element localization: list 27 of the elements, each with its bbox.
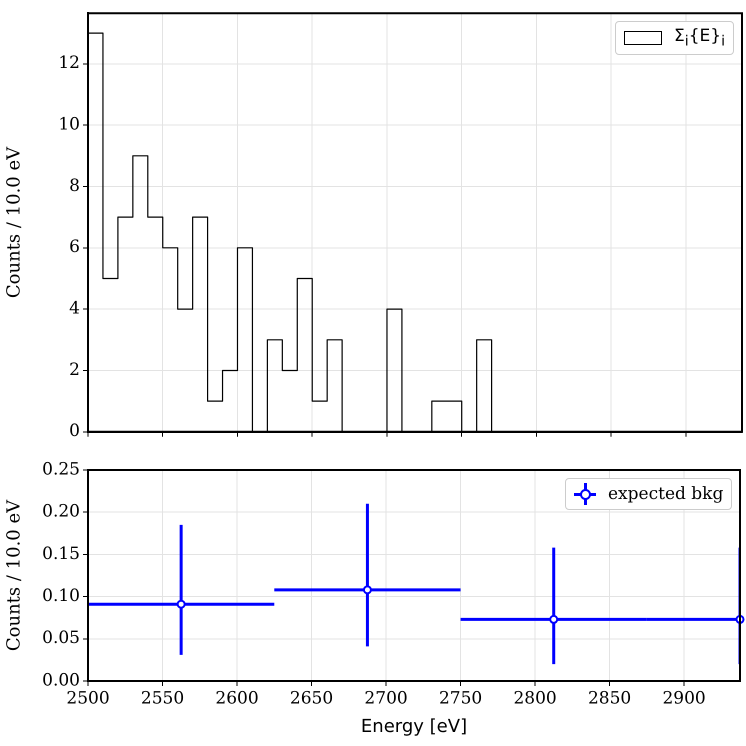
x-tick-label: 2550 <box>140 688 184 709</box>
legend-label: Σ$_{i}${E}$_{i}$ <box>674 26 725 50</box>
x-tick-label: 2850 <box>588 688 632 709</box>
y-tick-label: 0.20 <box>42 502 80 522</box>
x-axis-title: Energy [eV] <box>360 716 468 737</box>
y-tick-label: 10 <box>58 114 80 135</box>
y-axis-title: Counts / 10.0 eV <box>3 498 24 652</box>
y-tick-label: 4 <box>69 298 80 319</box>
y-tick-label: 0.05 <box>42 628 80 648</box>
x-tick-label: 2800 <box>513 688 557 709</box>
y-tick-label: 0.15 <box>42 544 80 564</box>
y-axis-title: Counts / 10.0 eV <box>3 146 24 298</box>
y-tick-label: 12 <box>58 53 80 74</box>
y-tick-label: 0 <box>69 421 80 442</box>
x-tick-label: 2900 <box>662 688 706 709</box>
y-tick-label: 2 <box>69 360 80 380</box>
x-tick-label: 2700 <box>364 688 408 709</box>
x-tick-label: 2500 <box>66 688 110 709</box>
y-tick-label: 0.25 <box>42 459 80 480</box>
x-tick-label: 2650 <box>290 688 334 709</box>
x-tick-label: 2600 <box>215 688 259 709</box>
y-tick-label: 8 <box>69 176 80 196</box>
y-tick-label: 0.10 <box>42 586 80 606</box>
y-tick-label: 6 <box>69 237 80 258</box>
legend-label: expected bkg <box>608 484 724 504</box>
y-tick-label: 0.00 <box>42 670 80 690</box>
x-tick-label: 2750 <box>438 688 482 709</box>
